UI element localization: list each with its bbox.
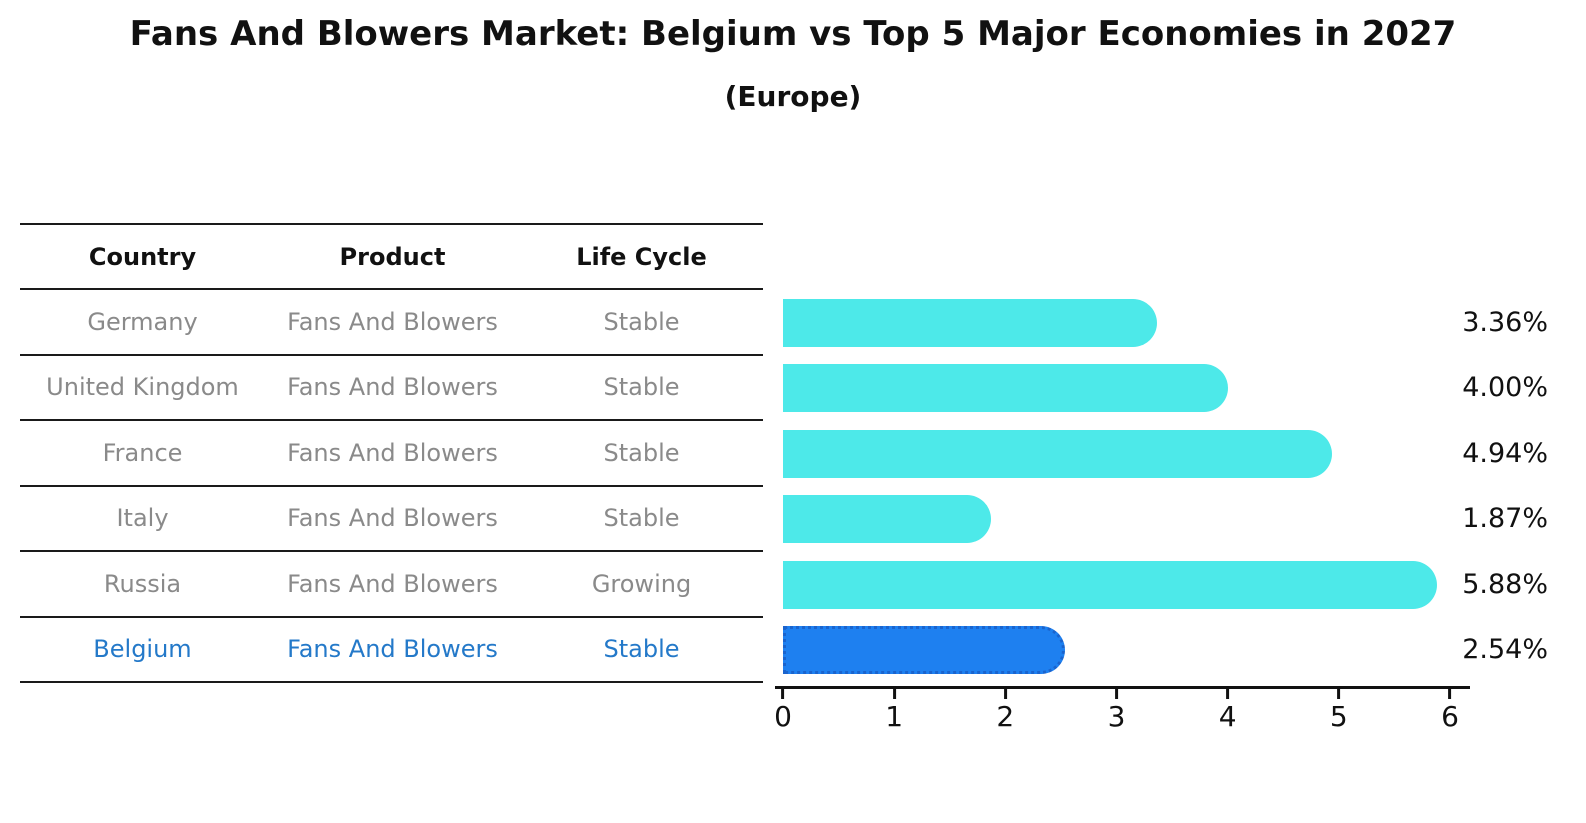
cell-country: Germany xyxy=(87,307,198,336)
bar-germany xyxy=(783,298,1157,347)
bar-row-italy: 1.87% xyxy=(783,487,1548,553)
table-row-united-kingdom: United Kingdom Fans And Blowers Stable xyxy=(20,356,763,421)
tick-mark xyxy=(1337,689,1341,699)
table-row-france: France Fans And Blowers Stable xyxy=(20,421,763,487)
cell-product: Fans And Blowers xyxy=(287,635,498,664)
cell-product: Fans And Blowers xyxy=(287,504,498,533)
bar-row-germany: 3.36% xyxy=(783,290,1548,356)
bar-belgium-highlighted xyxy=(783,626,1066,675)
x-tick-5: 5 xyxy=(1330,689,1348,733)
bar-value-label: 1.87% xyxy=(1462,503,1548,535)
cell-life-cycle: Stable xyxy=(603,307,680,336)
cell-life-cycle: Stable xyxy=(603,373,680,402)
bar-row-russia: 5.88% xyxy=(783,552,1548,618)
country-table: Country Product Life Cycle Germany Fans … xyxy=(20,223,763,683)
x-tick-label: 4 xyxy=(1218,700,1237,733)
tick-mark xyxy=(1114,689,1118,699)
x-tick-2: 2 xyxy=(996,689,1014,733)
cell-product: Fans And Blowers xyxy=(287,438,498,467)
chart-title: Fans And Blowers Market: Belgium vs Top … xyxy=(129,14,1457,54)
bar-row-belgium: 2.54% xyxy=(783,618,1548,684)
cell-country: United Kingdom xyxy=(46,373,239,402)
cell-life-cycle: Growing xyxy=(591,569,692,598)
cell-life-cycle: Stable xyxy=(603,635,680,664)
x-tick-3: 3 xyxy=(1107,689,1126,733)
table-row-germany: Germany Fans And Blowers Stable xyxy=(20,290,763,356)
bar-value-label: 4.00% xyxy=(1462,372,1548,404)
bar-russia xyxy=(783,560,1437,609)
x-axis-ticks: 0 1 2 3 4 5 6 xyxy=(774,689,1459,734)
table-row-russia: Russia Fans And Blowers Growing xyxy=(20,552,763,618)
x-tick-label: 1 xyxy=(885,700,904,733)
tick-mark xyxy=(892,689,896,699)
bar-united-kingdom xyxy=(783,364,1228,413)
bar-france xyxy=(783,429,1333,478)
tick-mark xyxy=(781,689,785,699)
cell-country: Belgium xyxy=(93,635,192,664)
header-life-cycle: Life Cycle xyxy=(576,242,707,271)
cell-product: Fans And Blowers xyxy=(287,307,498,336)
x-tick-label: 3 xyxy=(1107,700,1126,733)
chart-subtitle: (Europe) xyxy=(724,80,862,113)
table-row-italy: Italy Fans And Blowers Stable xyxy=(20,487,763,552)
x-tick-6: 6 xyxy=(1441,689,1459,733)
x-tick-label: 0 xyxy=(774,700,792,733)
cell-country: France xyxy=(102,438,183,467)
cell-life-cycle: Stable xyxy=(603,504,680,533)
tick-mark xyxy=(1003,689,1007,699)
x-tick-4: 4 xyxy=(1219,689,1237,733)
x-tick-0: 0 xyxy=(774,689,792,733)
bar-row-united-kingdom: 4.00% xyxy=(783,356,1548,422)
bar-italy xyxy=(783,495,991,544)
bar-value-label: 2.54% xyxy=(1462,634,1548,666)
bar-value-label: 3.36% xyxy=(1462,306,1548,338)
bar-value-label: 5.88% xyxy=(1462,568,1548,600)
x-tick-label: 6 xyxy=(1441,700,1459,733)
header-country: Country xyxy=(88,242,197,271)
tick-mark xyxy=(1226,689,1230,699)
x-tick-label: 2 xyxy=(996,700,1015,733)
x-tick-label: 5 xyxy=(1329,700,1348,733)
bar-row-france: 4.94% xyxy=(783,421,1548,487)
bar-value-label: 4.94% xyxy=(1462,437,1548,469)
cell-life-cycle: Stable xyxy=(603,438,680,467)
table-row-belgium: Belgium Fans And Blowers Stable xyxy=(20,618,763,683)
x-axis-line xyxy=(775,686,1470,689)
cell-product: Fans And Blowers xyxy=(287,373,498,402)
table-header-row: Country Product Life Cycle xyxy=(20,223,763,290)
x-tick-1: 1 xyxy=(885,689,903,733)
cell-country: Italy xyxy=(116,504,169,533)
tick-mark xyxy=(1448,689,1452,699)
cell-country: Russia xyxy=(103,569,182,598)
header-product: Product xyxy=(339,242,446,271)
cell-product: Fans And Blowers xyxy=(287,569,498,598)
